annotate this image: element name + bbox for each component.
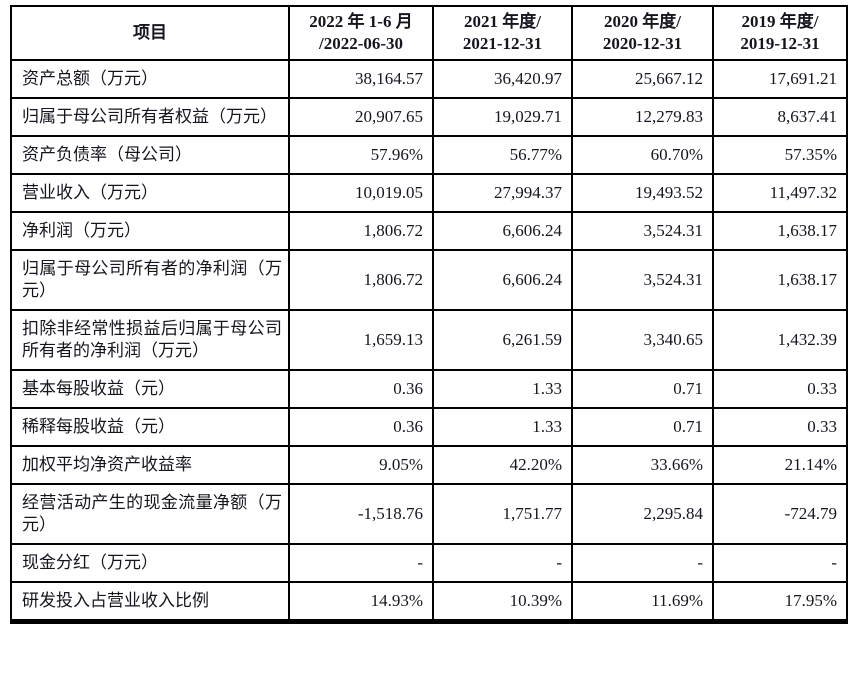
table-row: 归属于母公司所有者权益（万元） 20,907.65 19,029.71 12,2… [10, 97, 848, 137]
cell-value: 11.69% [571, 581, 714, 623]
cell-value: 0.36 [288, 369, 434, 409]
row-label: 扣除非经常性损益后归属于母公司所有者的净利润（万元） [10, 309, 290, 371]
row-label: 归属于母公司所有者的净利润（万元） [10, 249, 290, 311]
header-period-2019: 2019 年度/ 2019-12-31 [712, 5, 848, 61]
row-label: 经营活动产生的现金流量净额（万元） [10, 483, 290, 545]
cell-value: 42.20% [432, 445, 573, 485]
header-period-2021: 2021 年度/ 2021-12-31 [432, 5, 573, 61]
cell-value: 1.33 [432, 407, 573, 447]
table-row: 现金分红（万元） - - - - [10, 543, 848, 583]
cell-value: 12,279.83 [571, 97, 714, 137]
cell-value: 27,994.37 [432, 173, 573, 213]
cell-value: 36,420.97 [432, 59, 573, 99]
cell-value: 33.66% [571, 445, 714, 485]
cell-value: 1,659.13 [288, 309, 434, 371]
row-label: 研发投入占营业收入比例 [10, 581, 290, 623]
table-row: 加权平均净资产收益率 9.05% 42.20% 33.66% 21.14% [10, 445, 848, 485]
table-row: 研发投入占营业收入比例 14.93% 10.39% 11.69% 17.95% [10, 581, 848, 623]
cell-value: 1.33 [432, 369, 573, 409]
row-label: 现金分红（万元） [10, 543, 290, 583]
financial-summary-table-wrap: 项目 2022 年 1-6 月 /2022-06-30 2021 年度/ 202… [10, 5, 848, 624]
header-row: 项目 2022 年 1-6 月 /2022-06-30 2021 年度/ 202… [10, 5, 848, 61]
table-row: 资产负债率（母公司） 57.96% 56.77% 60.70% 57.35% [10, 135, 848, 175]
cell-value: 57.96% [288, 135, 434, 175]
table-header: 项目 2022 年 1-6 月 /2022-06-30 2021 年度/ 202… [10, 5, 848, 61]
cell-value: 1,432.39 [712, 309, 848, 371]
cell-value: 1,751.77 [432, 483, 573, 545]
header-period-2022: 2022 年 1-6 月 /2022-06-30 [288, 5, 434, 61]
cell-value: 21.14% [712, 445, 848, 485]
table-body: 资产总额（万元） 38,164.57 36,420.97 25,667.12 1… [10, 59, 848, 623]
cell-value: 8,637.41 [712, 97, 848, 137]
cell-value: 10.39% [432, 581, 573, 623]
table-row: 营业收入（万元） 10,019.05 27,994.37 19,493.52 1… [10, 173, 848, 213]
cell-value: - [712, 543, 848, 583]
row-label: 基本每股收益（元） [10, 369, 290, 409]
table-row: 归属于母公司所有者的净利润（万元） 1,806.72 6,606.24 3,52… [10, 249, 848, 311]
cell-value: 57.35% [712, 135, 848, 175]
cell-value: 0.71 [571, 407, 714, 447]
financial-summary-table: 项目 2022 年 1-6 月 /2022-06-30 2021 年度/ 202… [10, 5, 848, 624]
cell-value: 20,907.65 [288, 97, 434, 137]
cell-value: 25,667.12 [571, 59, 714, 99]
table-row: 基本每股收益（元） 0.36 1.33 0.71 0.33 [10, 369, 848, 409]
cell-value: - [571, 543, 714, 583]
row-label: 加权平均净资产收益率 [10, 445, 290, 485]
cell-value: 1,806.72 [288, 249, 434, 311]
cell-value: - [432, 543, 573, 583]
cell-value: 17,691.21 [712, 59, 848, 99]
row-label: 资产总额（万元） [10, 59, 290, 99]
header-item-column: 项目 [10, 5, 290, 61]
row-label: 归属于母公司所有者权益（万元） [10, 97, 290, 137]
cell-value: 60.70% [571, 135, 714, 175]
cell-value: 1,638.17 [712, 211, 848, 251]
row-label: 资产负债率（母公司） [10, 135, 290, 175]
table-row: 经营活动产生的现金流量净额（万元） -1,518.76 1,751.77 2,2… [10, 483, 848, 545]
cell-value: -1,518.76 [288, 483, 434, 545]
cell-value: 0.71 [571, 369, 714, 409]
cell-value: 1,806.72 [288, 211, 434, 251]
row-label: 稀释每股收益（元） [10, 407, 290, 447]
cell-value: 6,261.59 [432, 309, 573, 371]
cell-value: 0.33 [712, 407, 848, 447]
cell-value: 11,497.32 [712, 173, 848, 213]
table-row: 稀释每股收益（元） 0.36 1.33 0.71 0.33 [10, 407, 848, 447]
cell-value: 6,606.24 [432, 249, 573, 311]
cell-value: 3,340.65 [571, 309, 714, 371]
cell-value: 0.33 [712, 369, 848, 409]
cell-value: 9.05% [288, 445, 434, 485]
header-period-2020: 2020 年度/ 2020-12-31 [571, 5, 714, 61]
cell-value: - [288, 543, 434, 583]
table-row: 资产总额（万元） 38,164.57 36,420.97 25,667.12 1… [10, 59, 848, 99]
cell-value: 10,019.05 [288, 173, 434, 213]
cell-value: 3,524.31 [571, 249, 714, 311]
row-label: 营业收入（万元） [10, 173, 290, 213]
cell-value: 0.36 [288, 407, 434, 447]
cell-value: 56.77% [432, 135, 573, 175]
cell-value: 1,638.17 [712, 249, 848, 311]
cell-value: 14.93% [288, 581, 434, 623]
cell-value: 6,606.24 [432, 211, 573, 251]
cell-value: 19,493.52 [571, 173, 714, 213]
table-row: 净利润（万元） 1,806.72 6,606.24 3,524.31 1,638… [10, 211, 848, 251]
cell-value: 3,524.31 [571, 211, 714, 251]
cell-value: 19,029.71 [432, 97, 573, 137]
row-label: 净利润（万元） [10, 211, 290, 251]
cell-value: 2,295.84 [571, 483, 714, 545]
cell-value: 17.95% [712, 581, 848, 623]
cell-value: 38,164.57 [288, 59, 434, 99]
table-row: 扣除非经常性损益后归属于母公司所有者的净利润（万元） 1,659.13 6,26… [10, 309, 848, 371]
cell-value: -724.79 [712, 483, 848, 545]
